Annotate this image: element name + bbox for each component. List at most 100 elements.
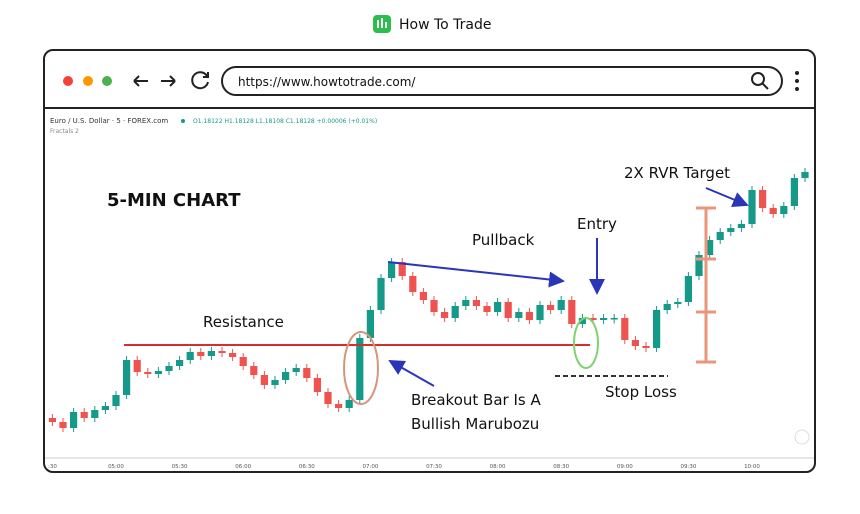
candle xyxy=(229,353,237,357)
x-tick-label: 07:30 xyxy=(426,464,442,470)
candle xyxy=(801,172,809,178)
search-icon-handle xyxy=(761,82,769,90)
candle xyxy=(663,304,671,310)
candle xyxy=(483,306,491,312)
candle xyxy=(631,340,639,346)
candle xyxy=(557,300,565,310)
pullback-arrow xyxy=(387,261,565,288)
candle xyxy=(769,208,777,214)
candle xyxy=(207,351,215,356)
candle xyxy=(494,302,502,312)
candle xyxy=(716,232,724,240)
candle xyxy=(388,262,396,278)
candle xyxy=(472,300,480,306)
candle xyxy=(621,318,629,340)
candle xyxy=(239,357,247,366)
window-maximize[interactable] xyxy=(102,76,112,86)
candle xyxy=(176,360,184,366)
x-tick-label: 08:30 xyxy=(553,464,569,470)
menu-button[interactable] xyxy=(795,71,799,91)
target-arrow xyxy=(705,187,749,208)
search-icon[interactable] xyxy=(751,72,765,86)
candle xyxy=(653,310,661,348)
candle xyxy=(48,418,56,422)
candle xyxy=(462,300,470,306)
candle xyxy=(165,366,173,371)
chart-label: 5-MIN CHART xyxy=(107,190,241,211)
indicator-label: Fractals 2 xyxy=(50,128,79,135)
candle xyxy=(536,305,544,320)
candle xyxy=(112,395,120,406)
candle xyxy=(133,360,141,372)
pullback-label: Pullback xyxy=(472,231,535,249)
candle xyxy=(324,392,332,404)
back-button[interactable] xyxy=(133,75,148,87)
candle xyxy=(282,372,290,380)
candles xyxy=(48,168,809,432)
candle xyxy=(101,406,109,410)
symbol-title: Euro / U.S. Dollar · 5 · FOREX.com xyxy=(50,117,168,125)
candle xyxy=(515,312,523,318)
candle xyxy=(366,310,374,338)
window-minimize[interactable] xyxy=(83,76,93,86)
x-tick-label: 09:00 xyxy=(617,464,633,470)
candle xyxy=(377,278,385,310)
forward-button[interactable] xyxy=(161,75,176,87)
x-tick-label: 09:30 xyxy=(680,464,696,470)
url: https://www.howtotrade.com/ xyxy=(238,75,416,89)
candle xyxy=(218,351,226,353)
candle xyxy=(568,300,576,324)
window-close[interactable] xyxy=(63,76,73,86)
x-tick-label: 05:30 xyxy=(172,464,188,470)
candle xyxy=(123,360,131,395)
candle xyxy=(547,305,555,310)
candle xyxy=(589,318,597,320)
breakout-arrow xyxy=(388,360,435,387)
breakout-label: Bullish Marubozu xyxy=(411,415,539,433)
candle xyxy=(345,400,353,408)
x-tick-label: 07:00 xyxy=(362,464,378,470)
scroll-button[interactable] xyxy=(794,429,810,445)
breakout-label: Breakout Bar Is A xyxy=(411,391,541,409)
x-tick-label: 06:00 xyxy=(235,464,251,470)
candle xyxy=(642,346,650,348)
candle xyxy=(197,352,205,356)
entry-highlight xyxy=(573,317,599,369)
candle xyxy=(737,224,745,228)
candle xyxy=(525,312,533,320)
candle xyxy=(578,318,586,324)
candle xyxy=(356,338,364,400)
candle xyxy=(398,262,406,276)
candle xyxy=(59,422,67,428)
ohlc-legend: O1.18122 H1.18128 L1.18108 C1.18128 +0.0… xyxy=(193,118,377,125)
entry-label: Entry xyxy=(577,215,617,233)
candle xyxy=(144,372,152,374)
status-dot xyxy=(181,119,185,123)
candle xyxy=(610,318,618,320)
candle xyxy=(674,302,682,304)
candle xyxy=(70,412,78,428)
candle xyxy=(430,300,438,312)
resistance-label: Resistance xyxy=(203,313,284,331)
candle xyxy=(154,371,162,374)
candle xyxy=(186,352,194,360)
candle xyxy=(303,368,311,378)
rvr-bracket xyxy=(696,206,716,364)
x-tick-label: :30 xyxy=(48,464,57,470)
target-label: 2X RVR Target xyxy=(624,164,730,182)
x-tick-label: 10:00 xyxy=(744,464,760,470)
logo-bars xyxy=(377,18,387,28)
candle xyxy=(451,306,459,318)
reload-button[interactable] xyxy=(191,71,209,90)
breakout-highlight xyxy=(343,331,379,405)
candle xyxy=(335,404,343,408)
candle xyxy=(600,318,608,320)
address-bar[interactable] xyxy=(221,66,783,96)
candle xyxy=(91,410,99,418)
candle xyxy=(706,240,714,255)
candle xyxy=(504,302,512,318)
candle xyxy=(790,178,798,206)
candle xyxy=(748,190,756,224)
stop-loss-label: Stop Loss xyxy=(605,383,677,401)
